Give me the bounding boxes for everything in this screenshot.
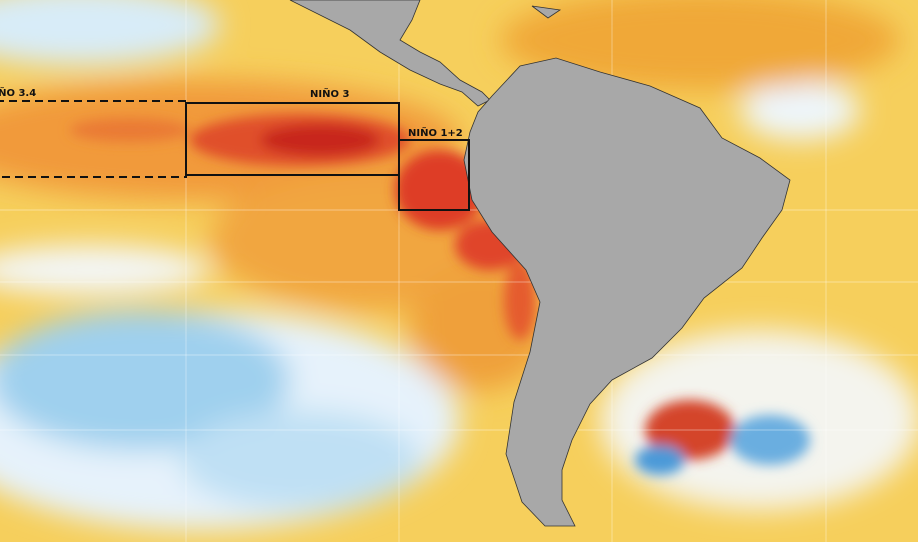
region-label: NIÑO 3: [310, 87, 349, 100]
nino-12-box: [398, 139, 470, 211]
nino-regions: [0, 100, 470, 211]
region-label: NIÑO 1+2: [408, 126, 463, 139]
region-label: NIÑO 3.4: [0, 86, 36, 99]
land: [289, 0, 791, 527]
